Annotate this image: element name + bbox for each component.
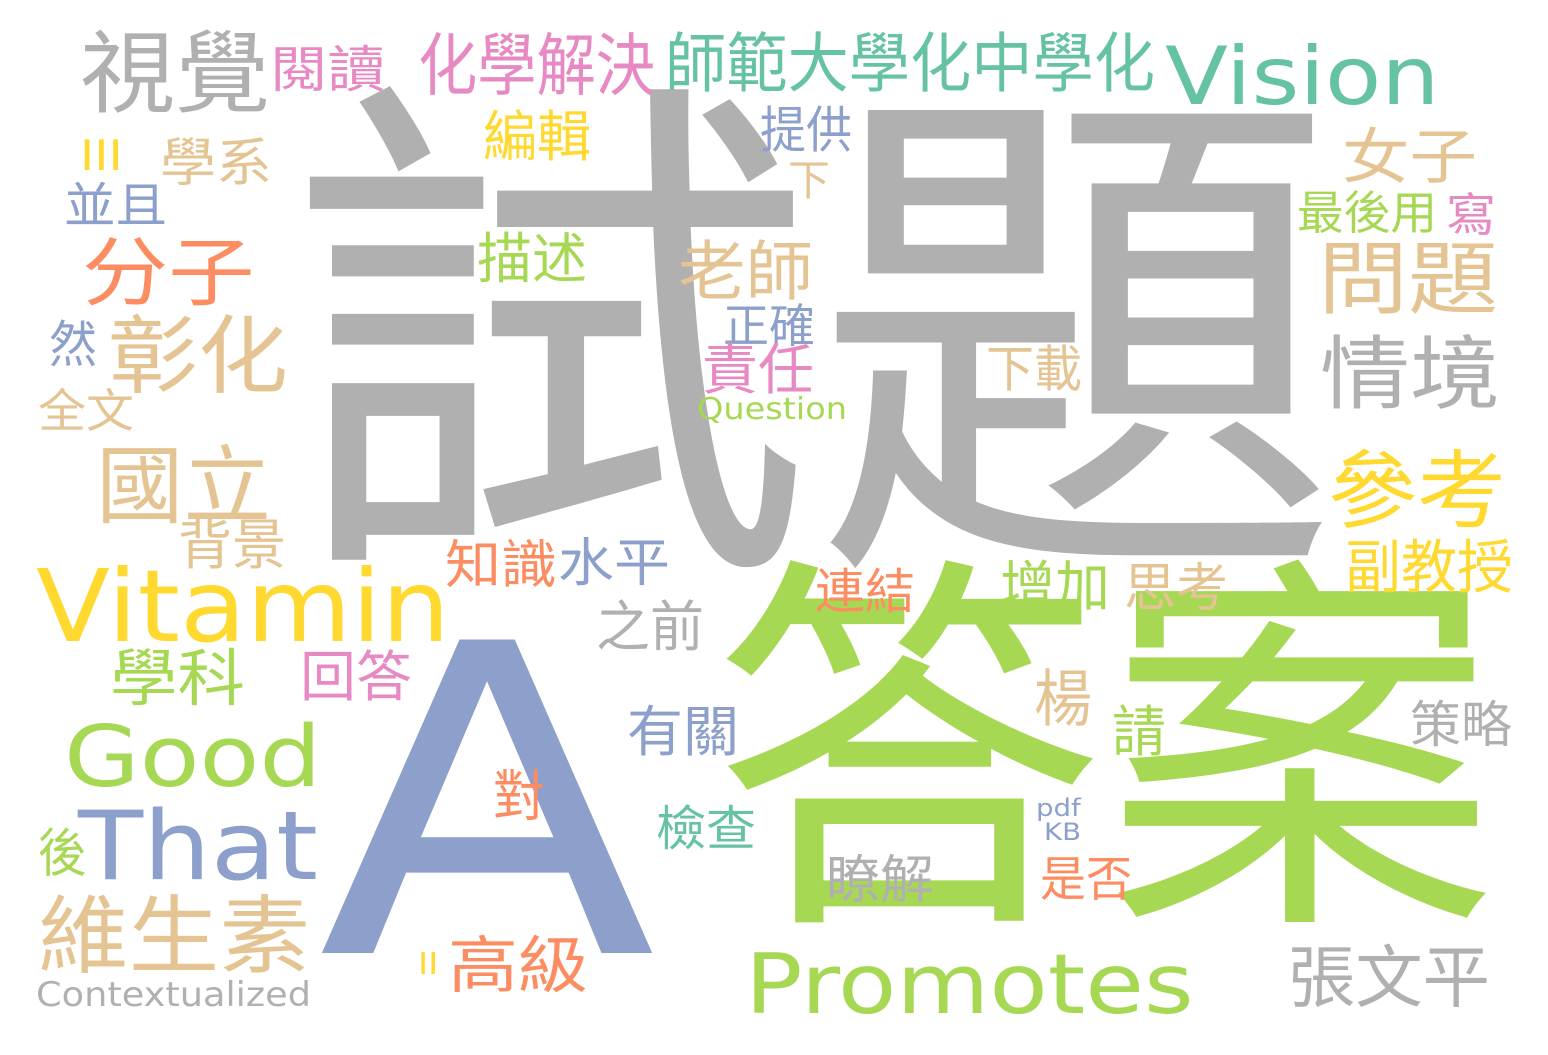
word-視覺: 視覺 xyxy=(80,22,270,127)
word-彰化: 彰化 xyxy=(108,308,288,407)
word-情境: 情境 xyxy=(1320,328,1500,421)
word-化學解決: 化學解決 xyxy=(418,26,655,106)
word-II: II xyxy=(418,947,439,982)
word-答案: 答案 xyxy=(712,528,1497,984)
word-知識: 知識 xyxy=(445,536,557,596)
word-然: 然 xyxy=(40,318,96,368)
word-思考: 思考 xyxy=(1124,559,1228,619)
word-學科: 學科 xyxy=(110,642,245,715)
word-師範大學化中學化: 師範大學化中學化 xyxy=(665,26,1155,103)
word-後: 後 xyxy=(38,823,86,885)
word-對: 對 xyxy=(493,765,545,830)
word-good: Good xyxy=(64,708,322,807)
word-策略: 策略 xyxy=(1410,696,1512,754)
word-vitamin: Vitamin xyxy=(36,548,450,665)
word-描述: 描述 xyxy=(477,227,587,291)
word-責任: 責任 xyxy=(702,338,814,402)
word-問題: 問題 xyxy=(1318,233,1498,326)
word-是否: 是否 xyxy=(1040,850,1132,908)
word-張文平: 張文平 xyxy=(1288,938,1490,1018)
word-學系: 學系 xyxy=(160,134,272,194)
word-contextualized: Contextualized xyxy=(36,975,311,1015)
word-連結: 連結 xyxy=(815,564,915,620)
word-請: 請 xyxy=(1112,699,1166,765)
word-下載: 下載 xyxy=(986,340,1082,400)
word-參考: 參考 xyxy=(1328,443,1506,542)
word-水平: 水平 xyxy=(558,534,670,594)
word-回答: 回答 xyxy=(300,645,412,709)
word-寫: 寫 xyxy=(1446,188,1496,242)
word-高級: 高級 xyxy=(448,929,588,1002)
word-閱讀: 閱讀 xyxy=(270,41,385,99)
word-vision: Vision xyxy=(1165,30,1440,123)
word-並且: 並且 xyxy=(64,178,167,234)
word-老師: 老師 xyxy=(678,235,813,310)
word-女子: 女子 xyxy=(1342,123,1477,193)
word-提供: 提供 xyxy=(760,100,852,160)
word-全文: 全文 xyxy=(38,384,134,438)
word-正確: 正確 xyxy=(723,299,815,353)
word-楊: 楊 xyxy=(1034,662,1092,736)
word-增加: 增加 xyxy=(1000,555,1110,619)
word-瞭解: 瞭解 xyxy=(826,851,934,911)
word-A: A xyxy=(318,555,657,1055)
word-最後用: 最後用 xyxy=(1297,186,1437,240)
word-編輯: 編輯 xyxy=(483,104,591,170)
word-that: That xyxy=(78,792,318,902)
word-國立: 國立 xyxy=(96,438,271,537)
word-試題: 試題 xyxy=(285,42,1340,648)
word-有關: 有關 xyxy=(627,700,739,764)
word-之前: 之前 xyxy=(596,594,704,660)
word-背景: 背景 xyxy=(178,512,286,578)
word-promotes: Promotes xyxy=(745,936,1194,1033)
word-pdf: pdf xyxy=(1036,794,1081,822)
word-III: III xyxy=(80,131,123,180)
word-檢查: 檢查 xyxy=(656,801,756,857)
word-副教授: 副教授 xyxy=(1345,534,1513,603)
word-維生素: 維生素 xyxy=(38,888,310,987)
word-kb: KB xyxy=(1044,818,1082,846)
word-分子: 分子 xyxy=(82,229,255,317)
word-question: Question xyxy=(697,392,847,427)
word-下: 下 xyxy=(788,156,830,205)
